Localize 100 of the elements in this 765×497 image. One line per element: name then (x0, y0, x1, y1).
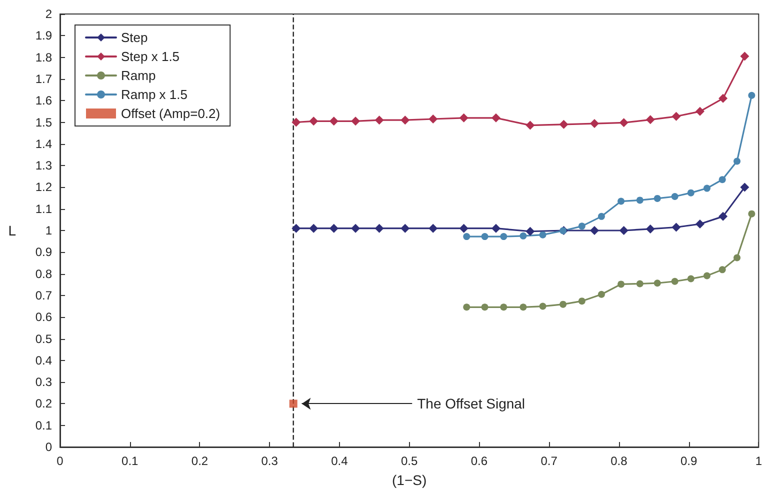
legend-label: Ramp x 1.5 (121, 87, 188, 102)
y-tick-label: 0.5 (35, 332, 52, 346)
y-tick-label: 1.9 (35, 28, 52, 43)
point (598, 290, 605, 298)
y-tick-label: 1.5 (35, 115, 52, 130)
point (672, 112, 681, 121)
y-tick-label: 1 (45, 224, 52, 238)
point (598, 212, 605, 220)
point (654, 280, 661, 287)
point (459, 224, 468, 233)
y-tick-label: 0.4 (35, 353, 52, 368)
x-tick-label: 0.9 (680, 454, 698, 468)
legend-label: Offset (Amp=0.2) (121, 106, 220, 121)
point (351, 224, 360, 233)
point (636, 196, 644, 204)
point (526, 226, 535, 236)
point (463, 233, 470, 240)
point (740, 182, 750, 192)
point (672, 222, 681, 232)
point (329, 116, 338, 126)
x-tick-label: 0.2 (191, 454, 208, 468)
point (520, 232, 527, 240)
point (309, 224, 318, 233)
x-tick-label: 0.5 (400, 454, 418, 468)
x-tick-label: 0.6 (470, 454, 488, 468)
point (748, 92, 756, 99)
point (695, 220, 704, 229)
point (671, 193, 678, 200)
point (491, 224, 500, 233)
x-tick-label: 0.7 (540, 454, 558, 468)
point (374, 224, 384, 233)
y-tick-label: 0 (45, 440, 52, 454)
point (428, 114, 438, 124)
point (481, 304, 488, 311)
point (748, 210, 756, 218)
legend-label: Step (121, 30, 148, 45)
y-tick-label: 1.7 (35, 72, 52, 86)
point (491, 113, 500, 122)
point (400, 224, 410, 233)
point (578, 298, 586, 305)
point (703, 272, 710, 280)
point (374, 116, 384, 125)
point (500, 304, 508, 311)
legend-label: Step x 1.5 (121, 49, 180, 64)
annotation: The Offset Signal (417, 396, 526, 412)
point (526, 120, 535, 130)
point (481, 233, 488, 240)
y-tick-label: 0.3 (35, 375, 52, 390)
point (590, 119, 599, 128)
y-tick-label: 1.4 (35, 136, 52, 151)
point (718, 266, 726, 274)
point (687, 275, 694, 282)
point (619, 226, 628, 235)
point (463, 304, 470, 311)
y-tick-label: 0.7 (35, 288, 52, 302)
y-tick-label: 1.3 (35, 158, 52, 173)
point (740, 52, 750, 61)
point (292, 118, 301, 127)
point (695, 106, 704, 116)
point (703, 184, 710, 192)
point (560, 300, 567, 308)
point (619, 118, 628, 128)
point (636, 280, 644, 288)
point (718, 212, 728, 221)
point (718, 94, 728, 103)
point (400, 116, 410, 125)
y-tick-label: 0.1 (35, 418, 52, 432)
point (687, 189, 694, 196)
point (459, 113, 468, 122)
y-tick-label: 0.9 (35, 245, 52, 260)
x-tick-label: 0.8 (610, 454, 628, 468)
point (329, 224, 338, 233)
y-tick-label: 0.8 (35, 266, 52, 281)
x-tick-label: 0.3 (261, 454, 278, 468)
y-tick-label: 1.2 (35, 180, 52, 194)
y-axis-title: L (8, 222, 16, 238)
point (671, 278, 678, 285)
y-tick-label: 1.8 (35, 50, 52, 64)
point (428, 224, 438, 233)
point (590, 226, 599, 235)
legend-label: Ramp (121, 68, 156, 83)
point (500, 233, 508, 240)
point (292, 224, 301, 233)
point (520, 304, 527, 311)
point (734, 254, 741, 262)
point (618, 198, 625, 205)
point (309, 116, 318, 126)
y-tick-label: 0.6 (35, 310, 52, 324)
point (618, 280, 625, 288)
y-tick-label: 2 (45, 7, 52, 21)
y-tick-label: 0.2 (35, 396, 52, 411)
point (539, 302, 546, 310)
y-tick-label: 1.6 (35, 94, 52, 108)
x-axis-title: (1−S) (392, 472, 427, 488)
point (289, 400, 298, 408)
y-tick-label: 1.1 (35, 202, 52, 216)
point (734, 158, 741, 165)
point (578, 222, 586, 230)
point (539, 231, 546, 238)
point (646, 224, 655, 234)
